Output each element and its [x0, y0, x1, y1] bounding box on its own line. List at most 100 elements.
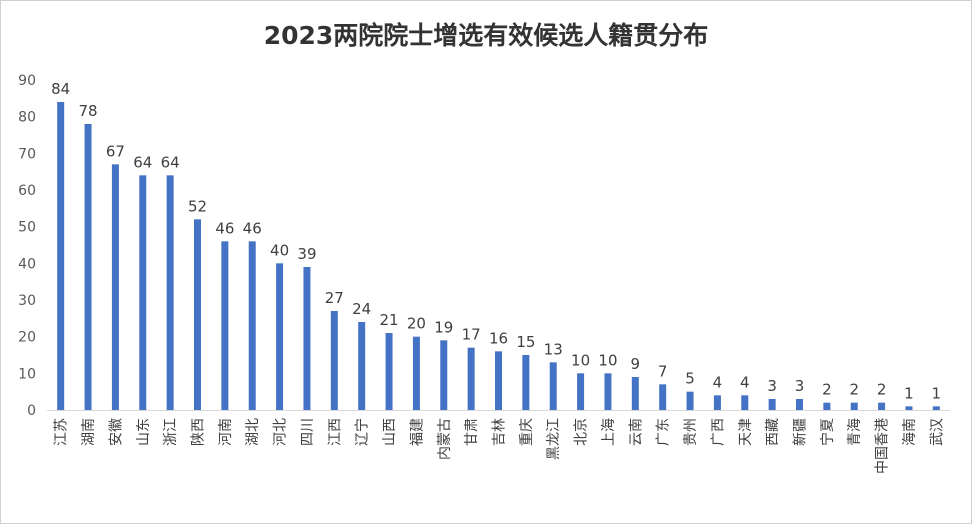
bar — [577, 373, 585, 410]
bar — [741, 395, 749, 410]
bar — [878, 402, 886, 410]
bar — [358, 322, 366, 410]
category-label: 中国香港 — [875, 418, 891, 474]
y-tick-label: 40 — [18, 256, 36, 272]
category-label: 吉林 — [492, 418, 508, 446]
bar — [440, 340, 448, 410]
bar — [139, 175, 147, 410]
data-label: 20 — [407, 315, 426, 333]
data-label: 2 — [849, 381, 859, 399]
data-label: 64 — [161, 153, 180, 171]
data-label: 46 — [243, 219, 262, 237]
data-label: 5 — [685, 370, 695, 388]
chart-title: 2023两院院士增选有效候选人籍贯分布 — [263, 21, 709, 50]
data-label: 7 — [658, 362, 668, 380]
data-label: 15 — [516, 333, 535, 351]
category-label: 新疆 — [793, 418, 809, 446]
data-label: 64 — [133, 153, 152, 171]
bar — [194, 219, 201, 410]
category-label: 云南 — [628, 418, 644, 446]
data-label: 3 — [795, 377, 805, 395]
bar — [796, 399, 803, 410]
bar — [686, 391, 694, 410]
bar — [330, 311, 338, 410]
bar — [495, 351, 502, 410]
data-label: 1 — [932, 384, 942, 402]
bar — [604, 373, 612, 410]
data-label: 24 — [352, 300, 371, 318]
y-axis: 0 10 20 30 40 50 60 70 80 90 — [18, 73, 36, 419]
category-label: 江西 — [327, 418, 343, 446]
data-label: 16 — [489, 329, 508, 347]
bar — [84, 124, 92, 410]
data-label: 2 — [877, 381, 887, 399]
category-label: 北京 — [574, 418, 590, 446]
bar — [905, 406, 913, 410]
bar — [467, 347, 475, 410]
category-label: 广东 — [656, 418, 672, 446]
data-label: 40 — [270, 241, 289, 259]
data-label: 21 — [379, 311, 398, 329]
category-label: 青海 — [847, 418, 863, 446]
y-tick-label: 70 — [18, 146, 36, 162]
category-label: 湖北 — [245, 418, 261, 446]
bar — [385, 333, 393, 410]
bar — [768, 399, 776, 410]
y-tick-label: 60 — [18, 183, 36, 199]
category-label: 内蒙古 — [437, 418, 453, 460]
category-label: 江苏 — [54, 418, 70, 446]
category-label: 浙江 — [163, 418, 179, 446]
bar — [221, 241, 229, 410]
bar — [412, 336, 420, 410]
data-label: 2 — [822, 381, 832, 399]
category-label: 湖南 — [81, 418, 97, 446]
category-label: 黑龙江 — [546, 418, 562, 460]
category-label: 武汉 — [929, 418, 945, 446]
data-label: 1 — [904, 384, 914, 402]
bar — [57, 102, 65, 410]
y-tick-label: 20 — [18, 330, 36, 346]
category-label: 陕西 — [191, 418, 207, 446]
category-label: 山西 — [382, 418, 398, 446]
bar — [713, 395, 721, 410]
bar — [522, 355, 530, 410]
y-tick-label: 50 — [18, 220, 36, 236]
data-label: 84 — [51, 80, 70, 98]
bar — [850, 402, 858, 410]
bar — [659, 384, 667, 410]
bar — [276, 263, 284, 410]
category-label: 辽宁 — [354, 418, 371, 446]
y-tick-label: 10 — [18, 366, 36, 382]
data-label: 27 — [325, 289, 344, 307]
bar — [932, 406, 940, 410]
category-label: 四川 — [300, 418, 316, 446]
data-label: 4 — [740, 373, 750, 391]
category-label: 甘肃 — [464, 418, 480, 446]
data-label: 9 — [631, 355, 641, 373]
category-label: 广西 — [710, 418, 726, 446]
category-label: 贵州 — [683, 418, 699, 446]
y-tick-label: 90 — [18, 73, 36, 89]
bars — [57, 102, 940, 410]
category-label: 海南 — [902, 418, 918, 446]
category-label: 西藏 — [765, 418, 781, 446]
category-label: 山东 — [136, 418, 152, 446]
y-tick-label: 80 — [18, 110, 36, 126]
y-tick-label: 30 — [18, 293, 36, 309]
bar — [631, 377, 639, 410]
data-label: 10 — [571, 351, 590, 369]
data-label: 67 — [106, 142, 125, 160]
data-label: 4 — [713, 373, 723, 391]
category-label: 重庆 — [519, 418, 535, 446]
data-label: 78 — [78, 102, 97, 120]
category-label: 天津 — [738, 418, 754, 446]
bar — [166, 175, 174, 410]
bar — [111, 164, 119, 410]
data-label: 19 — [434, 318, 453, 336]
data-label: 10 — [598, 351, 617, 369]
category-label: 河北 — [273, 418, 289, 446]
bar — [303, 267, 311, 410]
